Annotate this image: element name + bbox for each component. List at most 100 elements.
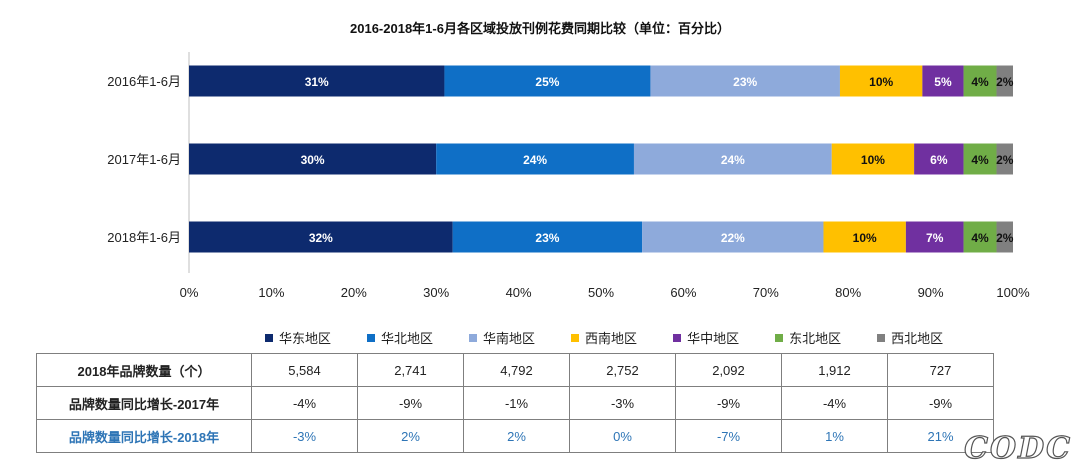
bar-segment — [189, 221, 453, 253]
row-header: 2018年品牌数量（个） — [36, 353, 252, 387]
legend-swatch — [571, 333, 580, 342]
legend-item: 西北地区 — [877, 328, 943, 347]
table-cell: 2% — [463, 419, 570, 453]
legend-swatch — [265, 333, 273, 342]
x-tick-label: 90% — [918, 285, 944, 300]
legend-label: 华北地区 — [381, 331, 434, 346]
legend-label: 东北地区 — [789, 331, 842, 346]
category-label: 2016年1-6月 — [107, 74, 181, 89]
bar-segment — [963, 221, 997, 253]
x-tick-label: 20% — [341, 285, 367, 300]
data-label: 10% — [861, 153, 885, 167]
data-label: 5% — [934, 75, 952, 89]
data-label: 4% — [971, 75, 989, 89]
data-label: 2% — [996, 75, 1014, 89]
table-cell: 2,092 — [675, 353, 782, 387]
x-tick-label: 100% — [996, 285, 1030, 300]
table-cell: -7% — [675, 419, 782, 453]
bar-segment — [996, 221, 1013, 253]
table-row: 品牌数量同比增长-2018年 -3% 2% 2% 0% -7% 1% 21% — [36, 419, 994, 453]
table-cell: 2% — [357, 419, 464, 453]
table-cell: 0% — [569, 419, 676, 453]
data-label: 23% — [733, 75, 757, 89]
table-cell: -4% — [781, 386, 888, 420]
stacked-bar-chart: 2016年1-6月 2017年1-6月 2018年1-6月 31% 25% 23% 10% 5… — [107, 52, 1030, 300]
legend-item: 东北地区 — [775, 328, 841, 347]
data-label: 10% — [853, 231, 877, 245]
x-tick-label: 60% — [670, 285, 696, 300]
legend-swatch — [367, 333, 376, 342]
data-label: 22% — [721, 231, 745, 245]
bar-segment — [633, 143, 832, 175]
x-tick-label: 10% — [258, 285, 284, 300]
bar-segment — [996, 143, 1013, 175]
table-cell: -9% — [675, 386, 782, 420]
bar-segment — [823, 221, 906, 253]
x-tick-label: 40% — [506, 285, 532, 300]
brand-stats-table: 2018年品牌数量（个） 5,584 2,741 4,792 2,752 2,0… — [36, 353, 994, 453]
table-cell: 2,741 — [357, 353, 464, 387]
table-row: 品牌数量同比增长-2017年 -4% -9% -1% -3% -9% -4% -… — [36, 386, 994, 420]
table-cell: 21% — [887, 419, 994, 453]
data-label: 10% — [869, 75, 893, 89]
bar-segment — [452, 221, 643, 253]
data-label: 2% — [996, 153, 1014, 167]
table-cell: -3% — [569, 386, 676, 420]
table-cell: 1,912 — [781, 353, 888, 387]
x-tick-label: 50% — [588, 285, 614, 300]
bar-segment — [996, 65, 1013, 97]
table-cell: 1% — [781, 419, 888, 453]
table-cell: -9% — [357, 386, 464, 420]
legend-label: 西南地区 — [585, 331, 638, 346]
legend-label: 西北地区 — [891, 331, 944, 346]
category-label: 2017年1-6月 — [107, 152, 181, 167]
bar-segment — [914, 143, 964, 175]
table-cell: 727 — [887, 353, 994, 387]
table-cell: -4% — [251, 386, 358, 420]
data-label: 2% — [996, 231, 1014, 245]
x-tick-label: 80% — [835, 285, 861, 300]
legend-label: 华东地区 — [279, 331, 332, 346]
table-cell: 4,792 — [463, 353, 570, 387]
bar-segment — [839, 65, 923, 97]
row-header: 品牌数量同比增长-2018年 — [36, 419, 252, 453]
data-label: 6% — [930, 153, 948, 167]
table-cell: -1% — [463, 386, 570, 420]
table-row: 2018年品牌数量（个） 5,584 2,741 4,792 2,752 2,0… — [36, 353, 994, 387]
legend-label: 华中地区 — [687, 331, 740, 346]
legend-item: 华东地区 — [265, 328, 331, 347]
data-label: 30% — [301, 153, 325, 167]
bar-segment — [831, 143, 915, 175]
table-cell: -9% — [887, 386, 994, 420]
watermark-logo: CODC — [963, 430, 1072, 466]
bar-segment — [189, 65, 445, 97]
legend-swatch — [775, 333, 784, 342]
x-tick-label: 0% — [180, 285, 199, 300]
bar-segment — [436, 143, 634, 175]
legend-swatch — [673, 333, 682, 342]
bar-segment — [963, 65, 997, 97]
bar-segment — [905, 221, 964, 253]
data-label: 7% — [926, 231, 944, 245]
data-label: 4% — [971, 231, 989, 245]
legend-item: 华北地区 — [367, 328, 433, 347]
row-header: 品牌数量同比增长-2017年 — [36, 386, 252, 420]
data-label: 4% — [971, 153, 989, 167]
data-label: 31% — [305, 75, 329, 89]
table-cell: -3% — [251, 419, 358, 453]
legend-item: 西南地区 — [571, 328, 637, 347]
data-label: 23% — [535, 231, 559, 245]
bar-segment — [963, 143, 997, 175]
legend-swatch — [469, 333, 478, 342]
table-cell: 2,752 — [569, 353, 676, 387]
x-tick-label: 70% — [753, 285, 779, 300]
x-tick-label: 30% — [423, 285, 449, 300]
data-label: 24% — [523, 153, 547, 167]
legend-item: 华中地区 — [673, 328, 739, 347]
data-label: 32% — [309, 231, 333, 245]
table-cell: 5,584 — [251, 353, 358, 387]
bar-segment — [642, 221, 824, 253]
bar-segment — [650, 65, 840, 97]
data-label: 25% — [535, 75, 559, 89]
category-label: 2018年1-6月 — [107, 230, 181, 245]
